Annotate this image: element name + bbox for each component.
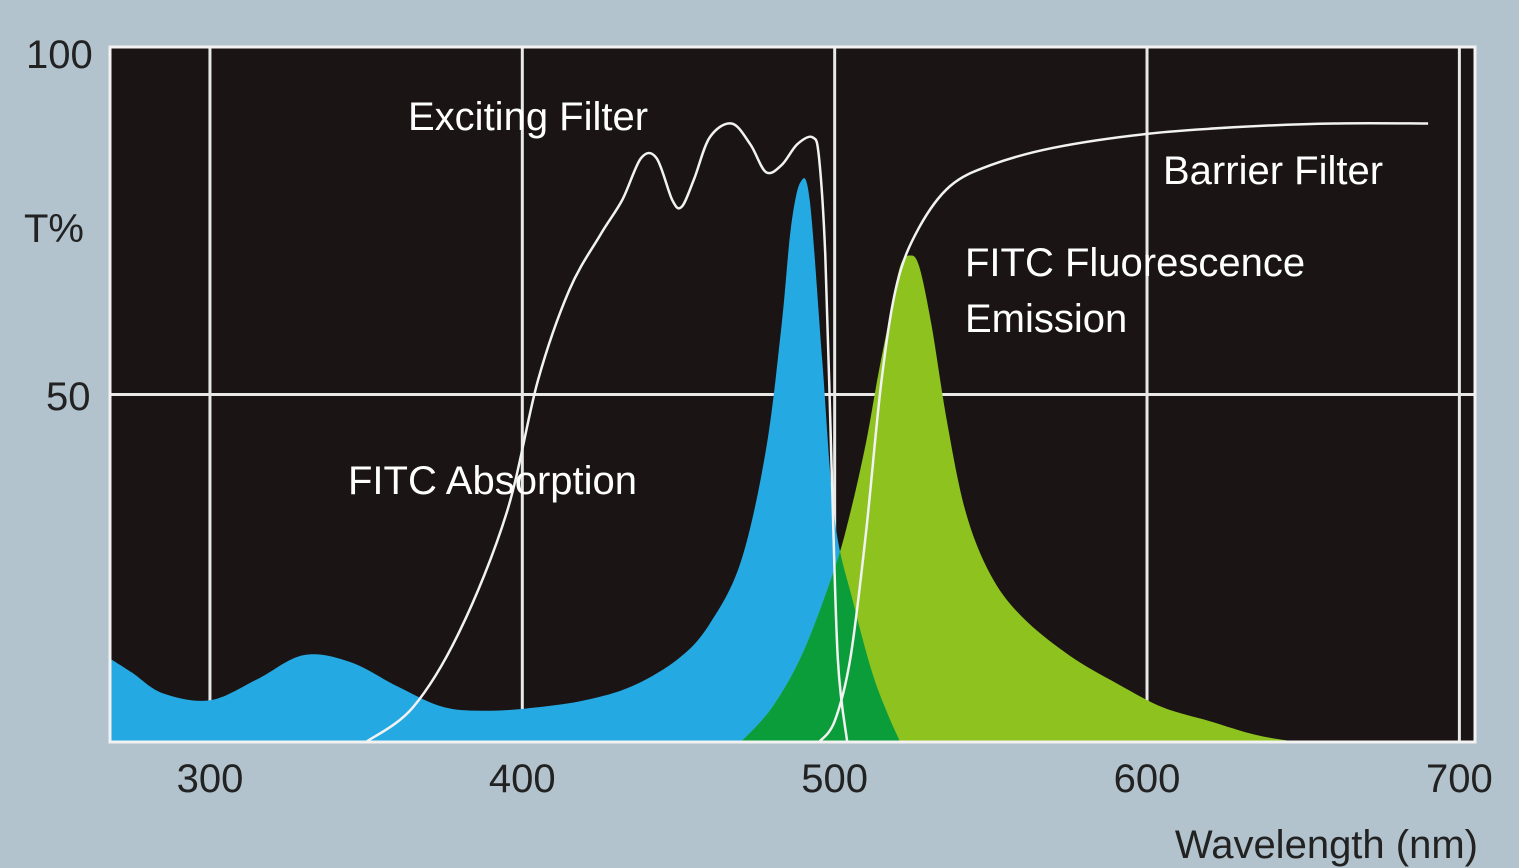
x-tick-300: 300 <box>177 757 244 801</box>
line-barrier-filter <box>818 121 1429 742</box>
plot-frame <box>108 45 1477 744</box>
x-axis-label: Wavelength (nm) <box>1175 823 1478 867</box>
x-tick-700: 700 <box>1426 757 1493 801</box>
x-tick-500: 500 <box>801 757 868 801</box>
y-axis-label: T% <box>24 207 84 251</box>
y-tick-50: 50 <box>46 375 91 419</box>
label-fitc-emission-line1: FITC Fluorescence <box>965 241 1305 285</box>
filter-lines <box>365 121 1429 742</box>
label-fitc-emission-line2: Emission <box>965 297 1127 341</box>
curve-fills <box>110 178 1297 742</box>
y-tick-100: 100 <box>26 33 93 77</box>
label-barrier-filter: Barrier Filter <box>1163 149 1383 193</box>
label-exciting-filter: Exciting Filter <box>408 95 648 139</box>
label-fitc-emission: FITC Fluorescence Emission <box>965 241 1305 341</box>
area-fitc-fluorescence-emission <box>741 255 1297 742</box>
x-tick-400: 400 <box>489 757 556 801</box>
x-tick-labels: 300 400 500 600 700 <box>177 757 1493 801</box>
x-tick-600: 600 <box>1114 757 1181 801</box>
line-exciting-filter <box>365 122 849 742</box>
label-fitc-absorption: FITC Absorption <box>348 459 637 503</box>
